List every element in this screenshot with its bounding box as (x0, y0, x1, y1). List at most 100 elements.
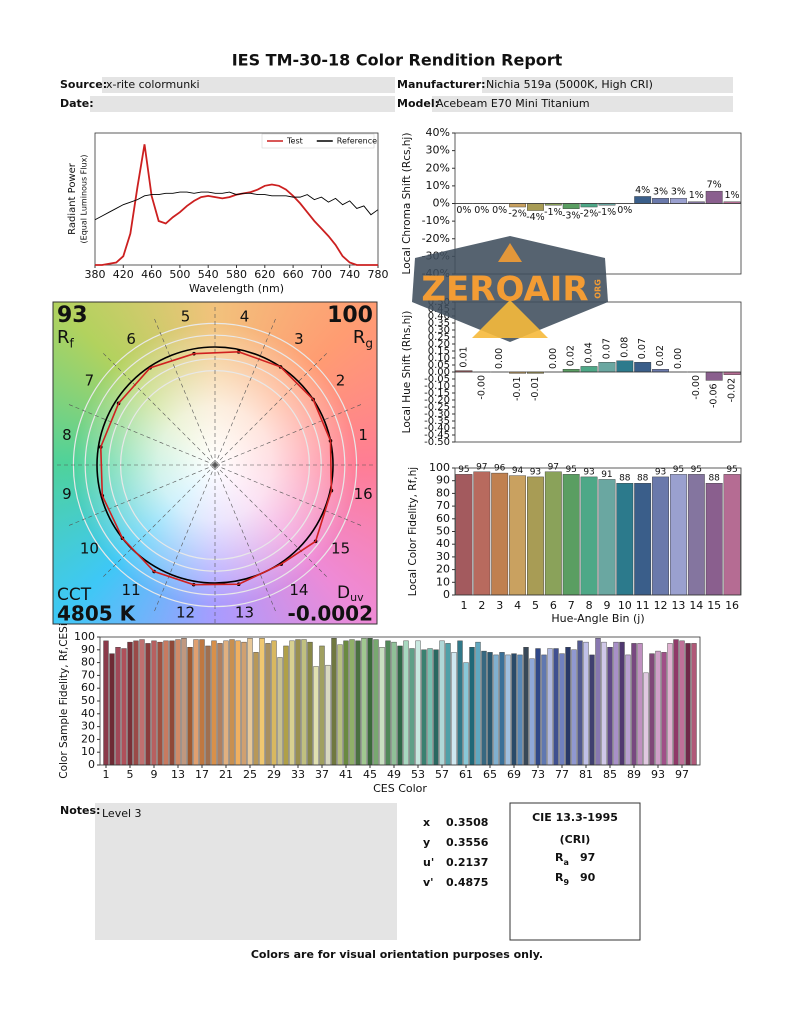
y-tick-label: 0.35 (428, 318, 450, 329)
y-tick-label: 90 (81, 643, 95, 656)
bar (253, 652, 259, 766)
bar-label: 3% (653, 187, 668, 198)
x-tick-label: 25 (243, 768, 257, 781)
y-tick-label: -10% (422, 214, 450, 227)
bar (319, 645, 325, 766)
rg-label-main: R (353, 327, 366, 348)
y-tick-label: 40 (436, 537, 450, 550)
bar-label: 91 (601, 470, 612, 480)
bin-number: 14 (289, 581, 308, 599)
bar-label: 0.07 (601, 338, 612, 359)
bar (679, 640, 685, 766)
watermark-shape (412, 236, 608, 342)
field-label: Source: (60, 78, 107, 91)
field-value: Acebeam E70 Mini Titanium (436, 97, 590, 110)
bar (535, 648, 541, 766)
bin-number: 10 (80, 539, 99, 557)
bar (634, 483, 652, 596)
coord-value: 0.3556 (446, 836, 489, 849)
y-tick-label: -0.35 (424, 416, 450, 427)
y-tick-label: -0.50 (424, 437, 450, 448)
y-tick-label: 0.40 (428, 311, 450, 322)
bar (723, 474, 741, 596)
y-axis-label: (Equal Luminous Flux) (80, 155, 89, 244)
x-tick-label: 580 (226, 268, 247, 281)
cri-box (509, 802, 641, 941)
bar (634, 362, 652, 373)
x-tick-label: 15 (707, 599, 721, 612)
bar (619, 641, 625, 766)
y-tick-label: 20% (426, 161, 450, 174)
bar-label: 93 (583, 467, 594, 477)
bar-label: 97 (476, 462, 487, 472)
x-tick-label: 17 (195, 768, 209, 781)
bar (670, 474, 687, 596)
bar (598, 479, 616, 596)
bar (565, 647, 571, 766)
bin-number: 6 (126, 330, 136, 348)
bar (652, 369, 669, 373)
bar-label: -1% (598, 207, 617, 218)
bar (616, 360, 634, 373)
bar-label: 95 (726, 465, 737, 475)
duv-value: -0.0002 (288, 602, 373, 626)
bar (229, 639, 235, 766)
y-tick-label: 0 (88, 758, 95, 771)
x-axis-label: Wavelength (nm) (189, 282, 284, 295)
bin-divider (68, 464, 216, 526)
test-polygon (99, 351, 333, 586)
bar (127, 641, 133, 766)
x-tick-label: 460 (141, 268, 162, 281)
y-tick-label: 30% (426, 144, 450, 157)
watermark-sign (498, 243, 522, 262)
bar (517, 654, 523, 766)
bin-divider (214, 464, 362, 526)
bar (473, 471, 491, 596)
bar (547, 648, 553, 766)
bar (259, 638, 265, 766)
bin-number: 15 (331, 539, 350, 557)
bar (337, 644, 343, 766)
x-tick-label: 57 (435, 768, 449, 781)
bar (271, 640, 277, 766)
y-tick-label: 10 (436, 575, 450, 588)
bar (580, 366, 598, 373)
bar-label: 95 (673, 465, 684, 475)
bar (529, 658, 535, 766)
bar-label: 0% (617, 205, 632, 216)
bar-label: -4% (526, 212, 545, 223)
bar (205, 645, 211, 766)
x-tick-label: 13 (171, 768, 185, 781)
bin-divider (214, 464, 276, 612)
footer: Colors are for visual orientation purpos… (251, 948, 543, 961)
y-tick-label: 0.30 (428, 325, 450, 336)
y-tick-label: 60 (81, 681, 95, 694)
y-tick-label: 80 (436, 486, 450, 499)
x-tick-label: 9 (603, 599, 610, 612)
x-tick-label: 9 (151, 768, 158, 781)
bin-divider (214, 353, 327, 466)
bar (163, 640, 169, 766)
coord-value: 0.3508 (446, 816, 488, 829)
bar (580, 476, 598, 596)
bar (685, 643, 691, 766)
bar-label: 4% (635, 185, 650, 196)
y-axis-label: Local Color Fidelity, Rf,hj (407, 467, 419, 596)
y-tick-label: -0.25 (424, 402, 450, 413)
bar-label: 0.04 (584, 342, 595, 363)
bar (527, 203, 544, 211)
x-tick-label: 37 (315, 768, 329, 781)
bar (499, 652, 505, 766)
bar (421, 649, 427, 766)
bin-number: 12 (176, 604, 195, 622)
bar (509, 475, 526, 596)
x-tick-label: 540 (198, 268, 219, 281)
bin-number: 2 (336, 372, 346, 390)
bar (385, 640, 391, 766)
bar-label: 97 (548, 462, 559, 472)
y-tick-label: -0.05 (424, 374, 450, 385)
bar (469, 647, 475, 766)
bar (277, 657, 283, 766)
title: IES TM-30-18 Color Rendition Report (232, 51, 563, 70)
bar (265, 643, 271, 766)
